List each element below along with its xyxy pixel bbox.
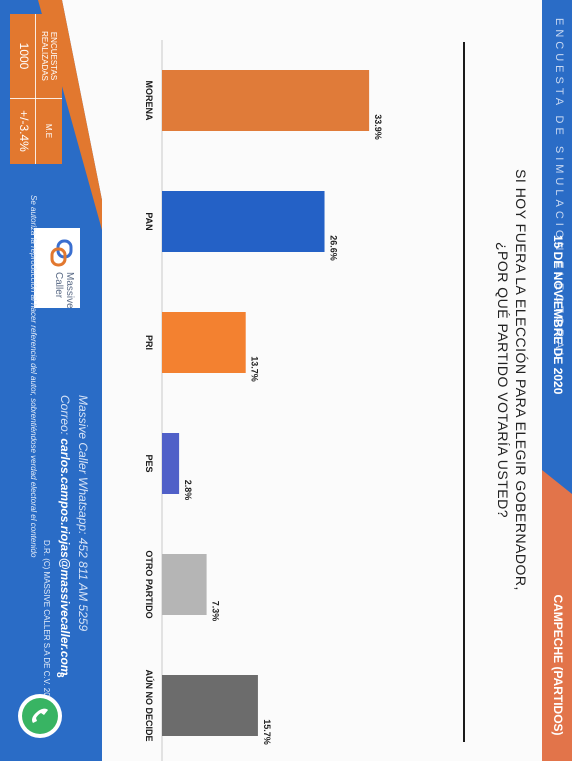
brand-name: Massive Caller	[53, 272, 75, 309]
margin-error-label: M.E	[44, 123, 53, 139]
category-label: PRI	[144, 335, 154, 350]
surveys-label: ENCUESTAS REALIZADAS	[40, 31, 58, 81]
email-label: Correo:	[58, 395, 72, 436]
whatsapp-contact: Massive Caller Whatsapp: 452 811 AM 5259	[76, 395, 90, 632]
category-label: PES	[144, 454, 154, 472]
bar-morena	[162, 70, 370, 131]
margin-error-value: +/-3.4%	[17, 110, 31, 152]
bar-pri	[162, 312, 246, 373]
category-label: PAN	[144, 212, 154, 230]
data-label: 26.6%	[329, 235, 339, 261]
category-label: MORENA	[144, 81, 154, 121]
surveys-value: 1000	[17, 42, 31, 70]
data-label: 15.7%	[262, 719, 272, 745]
bar-a-n-no-decide	[162, 675, 258, 736]
data-label: 33.9%	[373, 114, 383, 140]
chat-bubbles-logo-icon	[50, 239, 73, 267]
bar-otro-partido	[161, 554, 207, 615]
reproduction-note: Se autoriza la reproducción al hacer ref…	[29, 195, 38, 558]
category-label: OTRO PARTIDO	[144, 550, 154, 618]
brand-logo: Massive Caller	[34, 228, 80, 309]
whatsapp-phone-icon	[22, 698, 58, 734]
copyright-note: D.R. (C) MASSIVE CALLER S.A DE C.V. 2020	[42, 540, 51, 706]
category-label: AÚN NO DECIDE	[144, 669, 155, 741]
sample-stats-box: ENCUESTAS REALIZADAS M.E 1000 +/-3.4%	[10, 14, 62, 164]
data-label: 2.8%	[183, 480, 193, 501]
bar-pan	[162, 191, 325, 252]
email-contact: Correo: carlos.campos.riojas@massivecall…	[58, 395, 72, 676]
data-label: 13.7%	[250, 356, 260, 382]
email-address[interactable]: carlos.campos.riojas@massivecaller.com	[58, 438, 72, 676]
bar-pes	[162, 433, 180, 494]
page-number: 8	[54, 672, 65, 678]
whatsapp-badge[interactable]	[18, 694, 62, 738]
data-label: 7.3%	[211, 601, 221, 622]
